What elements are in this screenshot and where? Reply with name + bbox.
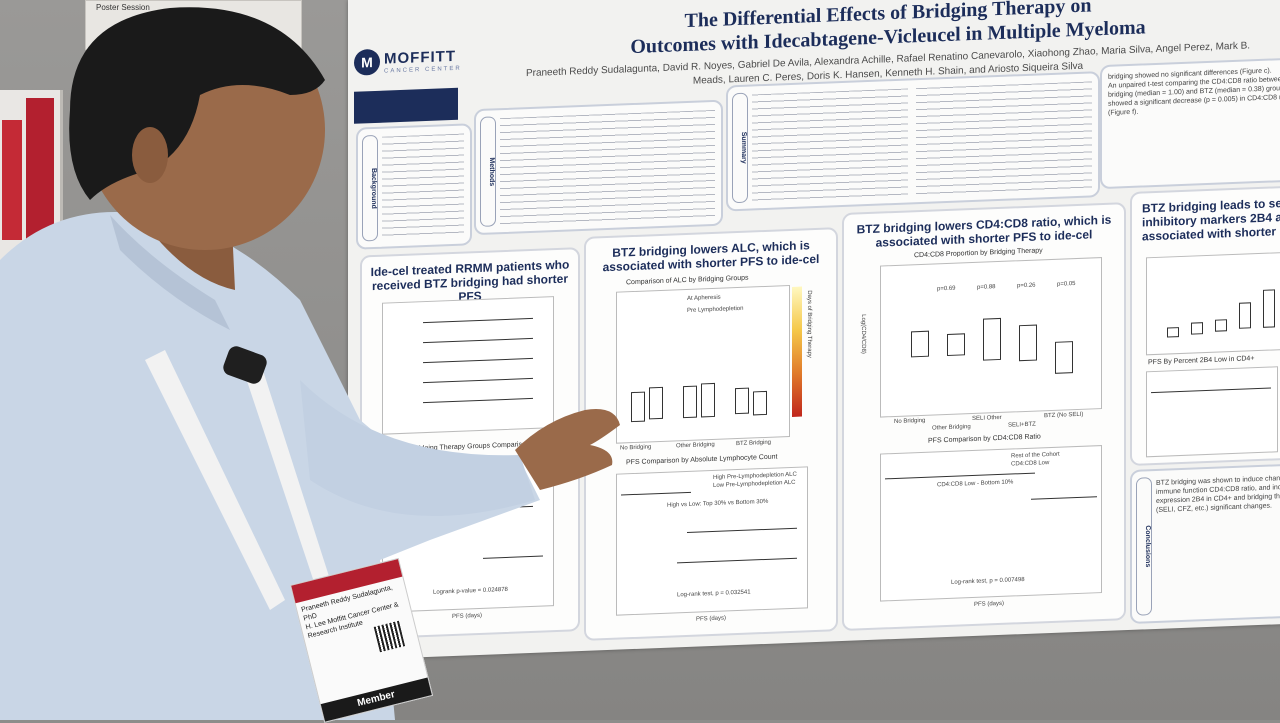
cd4cd8-cat-1: No Bridging <box>894 417 926 426</box>
marker-box-3 <box>1215 319 1227 332</box>
km-plot-2b4 <box>1146 366 1278 458</box>
cd4cd8-cat-2: Other Bridging <box>932 424 971 432</box>
cd4cd8-cat-5: BTZ (No SELI) <box>1044 411 1084 420</box>
cd4cd8-boxplot: p=0.69 p=0.88 p=0.26 p=0.05 <box>880 257 1102 418</box>
collar-shadow <box>110 215 230 330</box>
cd4cd8-box-1 <box>911 330 929 358</box>
km-alc-note: High vs Low: Top 30% vs Bottom 30% <box>667 498 769 509</box>
lanyard-left <box>145 350 285 610</box>
top-card-label: Poster Session <box>96 3 150 12</box>
panel-3-subtitle-f: PFS Comparison by CD4:CD8 Ratio <box>928 433 1041 445</box>
panel-3-xlabel: PFS (days) <box>974 600 1005 608</box>
sleeve <box>300 380 535 516</box>
km-plot-cd4cd8: Rest of the Cohort CD4:CD8 Low CD4:CD8 L… <box>880 445 1102 602</box>
km-plot-alc: High Pre-Lymphodepletion ALC Low Pre-Lym… <box>616 466 808 616</box>
panel-3-cd4cd8: BTZ bridging lowers CD4:CD8 ratio, which… <box>842 202 1126 632</box>
km-cd4cd8-rest-curve <box>885 472 1035 480</box>
panel-2-subtitle-d: PFS Comparison by Absolute Lymphocyte Co… <box>626 453 778 467</box>
alc-boxplot: At Apheresis Pre Lymphodepletion <box>616 285 790 444</box>
cd4cd8-box-4 <box>1019 324 1037 362</box>
cd4cd8-box-2 <box>947 333 965 356</box>
panel-2-subtitle-c: Comparison of ALC by Bridging Groups <box>626 274 749 287</box>
km-cd4cd8-legend-low: CD4:CD8 Low <box>1011 460 1050 468</box>
cd4cd8-ylabel: Log(CD4/CD8) <box>860 314 866 355</box>
summary-continued: bridging showed no significant differenc… <box>1100 57 1280 190</box>
km-alc-low-curve <box>677 557 797 564</box>
alc-box-6 <box>753 390 767 416</box>
panel-2-pvalue: Log-rank test, p = 0.032541 <box>677 589 751 599</box>
panel-4-subtitle: PFS By Percent 2B4 Low in CD4+ <box>1148 355 1255 367</box>
marker-box-1 <box>1167 327 1179 338</box>
conclusions-text: BTZ bridging was shown to induce changes… <box>1156 474 1280 514</box>
alc-legend-apheresis: At Apheresis <box>687 294 721 302</box>
pointing-hand <box>515 409 620 490</box>
red-banner-small <box>2 120 22 240</box>
panel-3-title: BTZ bridging lowers CD4:CD8 ratio, which… <box>856 212 1112 250</box>
lanyard-right <box>240 355 335 600</box>
panel-4-inhibitory-markers: BTZ bridging leads to sel inhibitory mar… <box>1130 184 1280 466</box>
panel-3-subtitle-e: CD4:CD8 Proportion by Bridging Therapy <box>914 247 1043 260</box>
cd4cd8-cat-3: SELI Other <box>972 414 1002 423</box>
km-cd4cd8-note: CD4:CD8 Low - Bottom 10% <box>937 479 1014 489</box>
ear <box>132 127 168 183</box>
marker-boxplot <box>1146 251 1280 356</box>
summary-right-para2: An unpaired t-test comparing the CD4:CD8… <box>1108 75 1280 117</box>
summary-section: Summary <box>726 71 1100 212</box>
summary-label: Summary <box>732 92 748 204</box>
alc-cat-3: BTZ Bridging <box>736 439 772 448</box>
alc-box-2 <box>649 386 663 420</box>
summary-text-left <box>752 88 908 203</box>
panel-2-xlabel: PFS (days) <box>696 615 727 623</box>
km-alc-legend-low: Low Pre-Lymphodepletion ALC <box>713 479 796 489</box>
cd4cd8-p2: p=0.88 <box>977 284 996 291</box>
alc-box-3 <box>683 385 697 419</box>
cd4cd8-p1: p=0.69 <box>937 285 956 293</box>
red-banner <box>26 98 54 248</box>
alc-box-5 <box>735 387 749 415</box>
left-poster-board <box>0 90 63 260</box>
panel-3-pvalue: Log-rank test, p = 0.007498 <box>951 577 1025 586</box>
alc-legend-prelympho: Pre Lymphodepletion <box>687 305 744 314</box>
panel-4-title: BTZ bridging leads to sel inhibitory mar… <box>1142 195 1280 244</box>
km-cd4cd8-legend-rest: Rest of the Cohort <box>1011 451 1060 460</box>
conclusions-section: Conclusions BTZ bridging was shown to in… <box>1130 462 1280 624</box>
marker-box-4 <box>1239 302 1251 329</box>
cd4cd8-p4: p=0.05 <box>1057 281 1076 288</box>
cd4cd8-box-3 <box>983 317 1001 361</box>
conclusions-label: Conclusions <box>1136 477 1152 616</box>
summary-text-middle <box>916 81 1092 197</box>
badge-qr-code-icon <box>373 620 406 653</box>
shirt <box>0 212 540 720</box>
alc-heat-colorbar <box>792 286 802 417</box>
km-cd4cd8-rest-curve-2 <box>1031 496 1097 500</box>
km-alc-high-curve-2 <box>687 527 797 533</box>
km-2b4-curve <box>1151 387 1271 394</box>
cd4cd8-p3: p=0.26 <box>1017 282 1036 290</box>
alc-heat-label: Days of Bridging Therapy <box>806 290 812 358</box>
alc-cat-2: Other Bridging <box>676 441 715 450</box>
marker-box-5 <box>1263 289 1275 328</box>
summary-right-text: bridging showed no significant differenc… <box>1108 65 1280 117</box>
lapel-microphone <box>223 346 267 384</box>
presenter-figure <box>0 7 620 720</box>
alc-box-4 <box>701 382 715 418</box>
cd4cd8-cat-4: SELI+BTZ <box>1008 421 1036 429</box>
cd4cd8-box-5 <box>1055 341 1073 374</box>
marker-box-2 <box>1191 322 1203 335</box>
